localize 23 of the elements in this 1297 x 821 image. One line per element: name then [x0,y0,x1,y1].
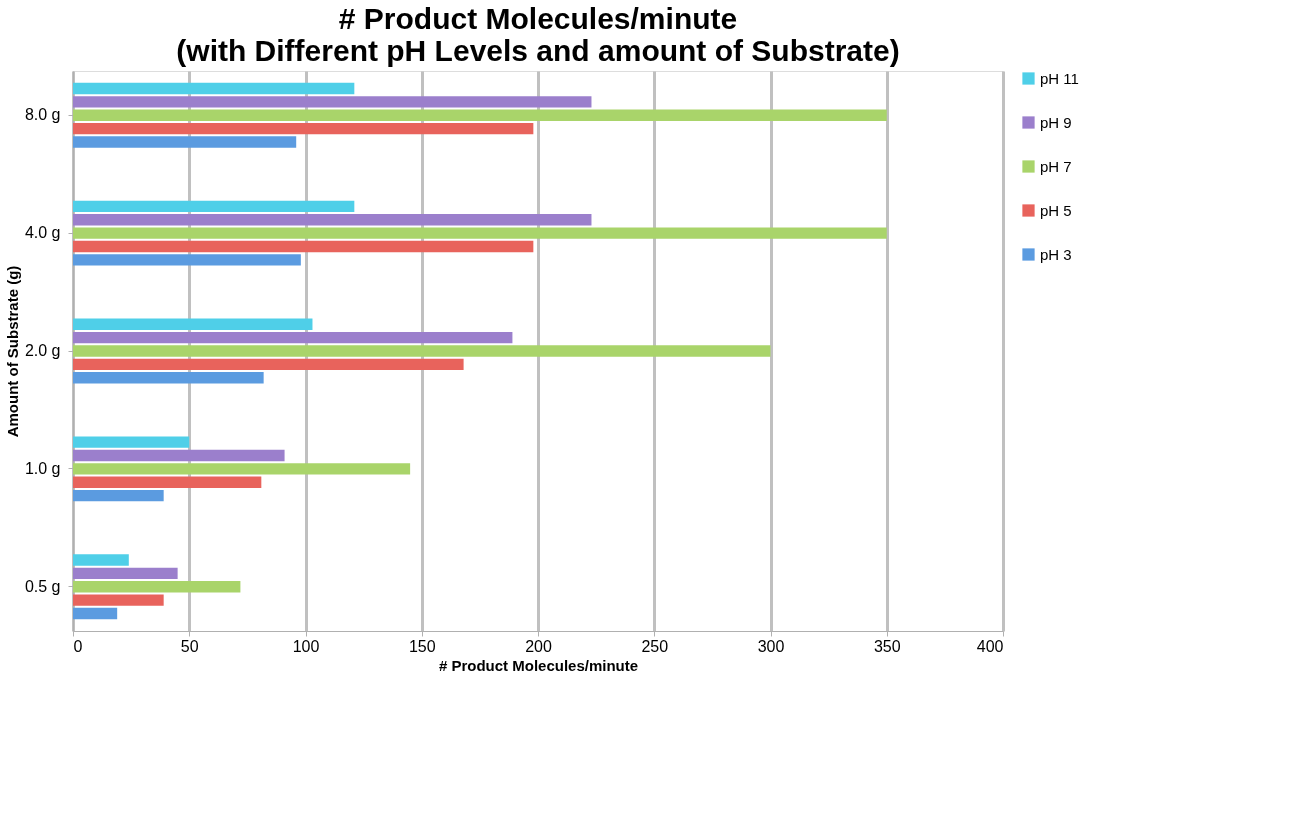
x-tick-label: 200 [525,637,552,655]
x-tick-label: 400 [976,637,1004,655]
x-tick-label: 150 [408,637,436,655]
x-tick-label: 250 [641,637,669,655]
y-tick-label: 2.0 g [24,342,61,359]
legend-label: pH 3 [1040,245,1072,263]
legend-label: pH 11 [1040,69,1079,87]
x-tick-label: 50 [180,637,199,655]
legend-label: pH 5 [1040,201,1072,219]
x-tick-label: 0 [73,637,83,655]
y-tick-label: 8.0 g [24,106,61,124]
text: (with Different pH Levels and amount of Substrate) [176,34,900,67]
x-tick-label: 100 [292,637,320,655]
x-axis-title: # Product Molecules/minute [438,656,639,674]
y-tick-label: 0.5 g [24,577,61,595]
legend-label: pH 9 [1040,113,1072,131]
legend-label: pH 7 [1040,157,1072,175]
x-tick-label: 350 [873,637,901,655]
y-tick-label: 4.0 g [24,224,61,242]
x-tick-label: 300 [757,637,785,655]
y-tick-label: 1.0 g [24,459,61,477]
text: # Product Molecules/minute [338,2,738,35]
y-axis-title: Amount of Substrate (g) [3,265,21,438]
